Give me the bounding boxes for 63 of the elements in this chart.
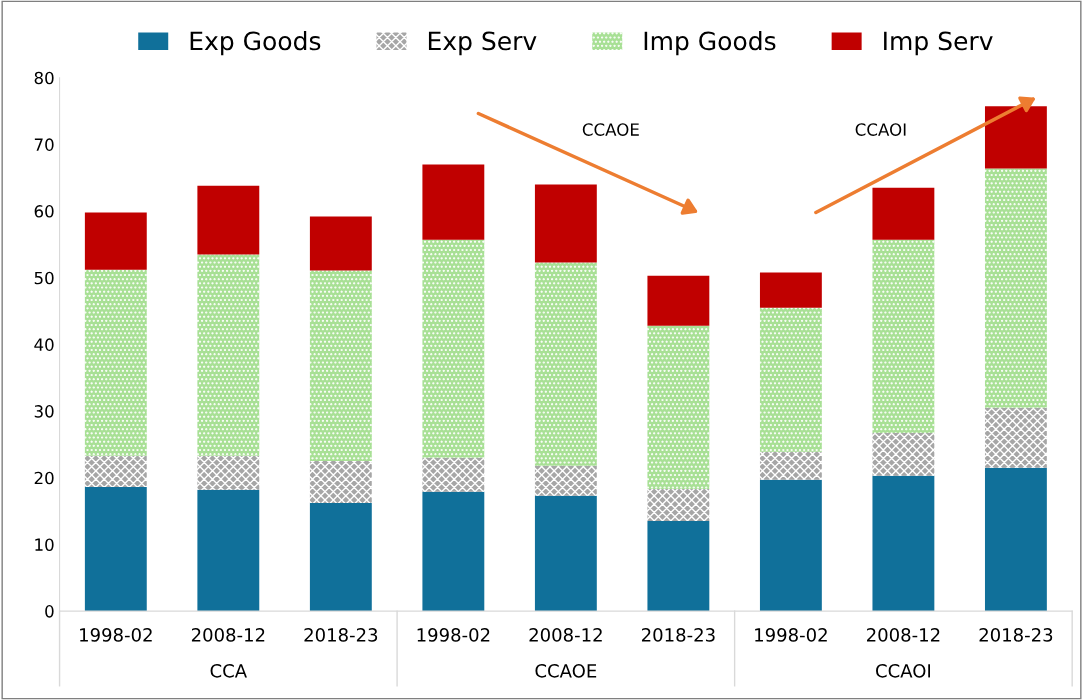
x-tick-label: 2008-12 [529, 628, 602, 642]
bar [422, 164, 485, 240]
y-tick-label: 0 [45, 605, 54, 618]
bar [422, 239, 485, 458]
x-tick-label: 2018-23 [304, 628, 378, 642]
y-tick-label: 80 [34, 71, 54, 85]
bar [309, 503, 372, 612]
x-tick-label: 2008-12 [867, 628, 940, 642]
bar [422, 491, 485, 612]
bar [197, 185, 260, 255]
text: CCAOE [535, 664, 597, 678]
bar [84, 455, 147, 488]
bar [759, 307, 822, 452]
bar [422, 457, 485, 492]
bar [84, 269, 147, 456]
bar [872, 433, 935, 476]
legend-label: Imp Serv [884, 31, 993, 56]
bar [534, 495, 597, 612]
y-tick-label: 10 [35, 538, 54, 551]
bar [534, 262, 597, 466]
bar [647, 275, 710, 326]
bar [309, 461, 372, 504]
y-tick-label: 50 [34, 271, 54, 285]
legend-label: Exp Serv [428, 31, 537, 56]
bar [984, 407, 1047, 468]
text: CCAOI [876, 664, 931, 678]
y-tick-label: 20 [34, 471, 54, 485]
annotation: CCAOI [855, 123, 906, 136]
bar [197, 254, 260, 456]
bar [309, 216, 372, 271]
text: CCA [210, 664, 247, 678]
bar [872, 239, 935, 434]
legend-label: Exp Goods [190, 31, 321, 56]
x-tick-label: 2008-12 [191, 628, 265, 642]
bar [309, 270, 372, 462]
x-tick-label: 1998-02 [417, 628, 490, 642]
x-tick-label: 1998-02 [80, 628, 152, 642]
y-tick-label: 40 [34, 338, 54, 351]
bar [984, 106, 1047, 169]
x-tick-label: 2018-23 [979, 628, 1053, 642]
bar [872, 187, 935, 240]
bar [84, 212, 147, 270]
legend-label: Imp Goods [644, 31, 776, 56]
y-tick-label: 30 [34, 405, 54, 418]
y-tick-label: 70 [34, 138, 54, 151]
bar [647, 521, 710, 612]
bar [759, 479, 822, 612]
bar [984, 168, 1047, 408]
bar [647, 489, 710, 522]
bar [759, 272, 822, 308]
x-tick-label: 1998-02 [755, 628, 827, 642]
bar [984, 467, 1047, 612]
annotation: CCAOE [582, 123, 639, 136]
bar [197, 489, 260, 612]
bar [534, 465, 597, 496]
bar [647, 325, 710, 490]
bar [84, 487, 147, 612]
bar [872, 475, 935, 612]
y-tick-label: 60 [34, 205, 54, 218]
bar [197, 455, 260, 490]
x-tick-label: 2018-23 [641, 628, 715, 642]
bar [534, 184, 597, 263]
bar [759, 451, 822, 480]
